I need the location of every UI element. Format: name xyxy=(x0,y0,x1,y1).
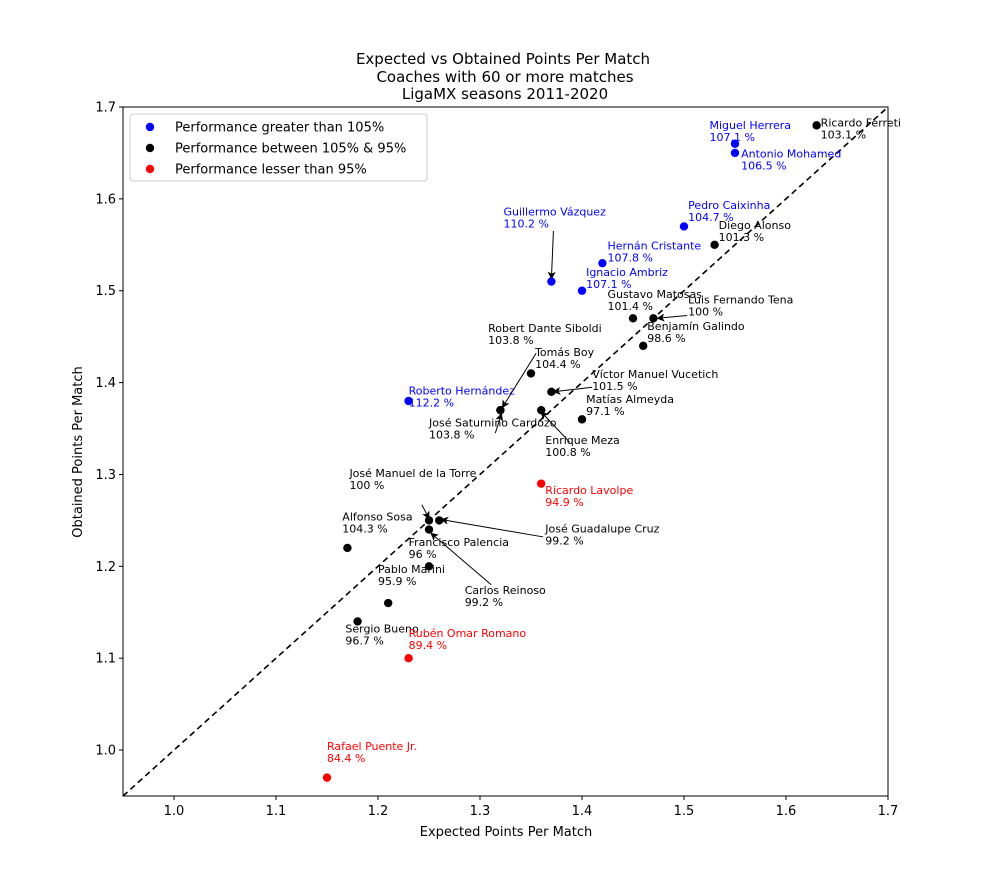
annotation-arrow xyxy=(494,412,504,434)
scatter-point xyxy=(628,314,638,323)
point-annotation: José Saturnino Cardozo 103.8 % xyxy=(428,417,557,442)
y-tick-label: 1.3 xyxy=(95,468,116,483)
x-tick-label: 1.4 xyxy=(572,804,593,819)
scatter-point xyxy=(404,654,413,663)
annotation-arrow xyxy=(540,411,571,443)
point-annotation: Gustavo Matosas 101.4 % xyxy=(608,288,703,313)
scatter-point xyxy=(547,277,556,286)
x-tick-label: 1.1 xyxy=(266,804,287,819)
x-tick-label: 1.0 xyxy=(164,804,185,819)
point-annotation: Tomás Boy 104.4 % xyxy=(534,346,595,371)
scatter-point xyxy=(526,369,536,378)
x-tick-label: 1.6 xyxy=(776,804,797,819)
scatter-point xyxy=(384,598,393,608)
scatter-point xyxy=(343,543,352,553)
x-tick-label: 1.5 xyxy=(674,804,695,819)
scatter-point xyxy=(547,387,556,396)
scatter-point xyxy=(496,405,505,415)
point-annotation: Robert Dante Siboldi 103.8 % xyxy=(488,322,602,347)
y-tick-label: 1.0 xyxy=(95,744,116,759)
scatter-point xyxy=(537,405,546,415)
annotation-arrow xyxy=(547,230,556,280)
x-tick-label: 1.3 xyxy=(470,804,491,819)
scatter-point xyxy=(537,479,546,488)
scatter-point xyxy=(649,314,658,323)
point-annotation: Carlos Reinoso 99.2 % xyxy=(465,584,546,609)
point-annotation: Hernán Cristante 107.8 % xyxy=(608,239,702,264)
point-annotation: Rafael Puente Jr. 84.4 % xyxy=(327,740,417,765)
legend-marker xyxy=(145,164,155,174)
scatter-point xyxy=(577,415,587,424)
annotation-arrow xyxy=(430,532,492,586)
x-tick-label: 1.7 xyxy=(878,804,899,819)
point-annotation: Benjamín Galindo 98.6 % xyxy=(647,320,745,345)
scatter-point xyxy=(424,516,434,525)
chart-title-line-1: Expected vs Obtained Points Per Match xyxy=(356,50,650,68)
legend-box xyxy=(129,113,428,182)
scatter-point xyxy=(424,525,434,534)
point-annotation: Diego Alonso 101.3 % xyxy=(719,219,792,244)
point-annotation: Matías Almeyda 97.1 % xyxy=(586,393,674,418)
chart-title-line-2: Coaches with 60 or more matches xyxy=(376,68,633,86)
y-tick-label: 1.4 xyxy=(95,376,116,391)
reference-line-y-equals-x xyxy=(122,106,889,797)
x-tick-label: 1.2 xyxy=(368,804,389,819)
scatter-point xyxy=(812,121,821,130)
scatter-point xyxy=(424,562,434,571)
scatter-point xyxy=(710,240,719,249)
y-axis-label: Obtained Points Per Match xyxy=(71,366,86,537)
y-tick-label: 1.5 xyxy=(95,284,116,299)
annotation-arrow xyxy=(421,504,430,520)
legend-marker xyxy=(145,122,155,132)
point-annotation: Ignacio Ambriz 107.1 % xyxy=(586,266,668,291)
chart-title: Expected vs Obtained Points Per Match Co… xyxy=(356,50,650,103)
scatter-point xyxy=(730,139,740,148)
legend-entry: Performance lesser than 95% xyxy=(175,163,367,178)
scatter-point xyxy=(353,617,362,626)
annotation-arrow xyxy=(440,516,544,538)
scatter-point xyxy=(404,396,413,406)
point-annotation: Ricardo Ferreti 103.1 % xyxy=(821,116,901,141)
scatter-point xyxy=(435,516,444,525)
plot-frame xyxy=(122,106,889,797)
point-annotation: Víctor Manuel Vucetich 101.5 % xyxy=(592,368,718,393)
scatter-point xyxy=(577,286,587,295)
point-annotation: Pedro Caixinha 104.7 % xyxy=(688,199,770,224)
x-axis-label: Expected Points Per Match xyxy=(420,825,593,840)
point-annotation: Enrique Meza 100.8 % xyxy=(545,434,620,459)
point-annotation: Sergio Bueno 96.7 % xyxy=(345,622,419,647)
point-annotation: Alfonso Sosa 104.3 % xyxy=(342,510,412,535)
chart-title-line-3: LigaMX seasons 2011-2020 xyxy=(402,85,608,103)
scatter-point xyxy=(598,258,607,268)
annotation-arrow xyxy=(656,313,688,322)
annotation-arrow xyxy=(501,352,537,409)
y-tick-label: 1.2 xyxy=(95,560,116,575)
legend-entry: Performance between 105% & 95% xyxy=(175,142,406,157)
point-annotation: Rubén Omar Romano 89.4 % xyxy=(409,627,527,652)
scatter-point xyxy=(730,148,740,158)
point-annotation: José Guadalupe Cruz 99.2 % xyxy=(544,522,659,547)
y-tick-label: 1.7 xyxy=(95,101,116,116)
scatter-point xyxy=(679,222,689,231)
scatter-point xyxy=(322,773,332,782)
point-annotation: Miguel Herrera 107.1 % xyxy=(710,119,792,144)
point-annotation: Luis Fernando Tena 100 % xyxy=(688,294,793,319)
point-annotation: Pablo Marini 95.9 % xyxy=(378,563,445,588)
y-tick-label: 1.6 xyxy=(95,192,116,207)
point-annotation: Antonio Mohamed 106.5 % xyxy=(741,148,841,173)
legend-entry: Performance greater than 105% xyxy=(175,121,384,136)
point-annotation: Roberto Hernández 112.2 % xyxy=(409,385,515,410)
point-annotation: José Manuel de la Torre 100 % xyxy=(348,467,476,492)
scatter-point xyxy=(639,341,648,351)
point-annotation: Guillermo Vázquez 110.2 % xyxy=(503,205,606,230)
y-tick-label: 1.1 xyxy=(95,652,116,667)
point-annotation: Ricardo Lavolpe 94.9 % xyxy=(545,484,633,509)
legend-marker xyxy=(145,143,155,153)
annotation-arrow xyxy=(552,386,593,395)
